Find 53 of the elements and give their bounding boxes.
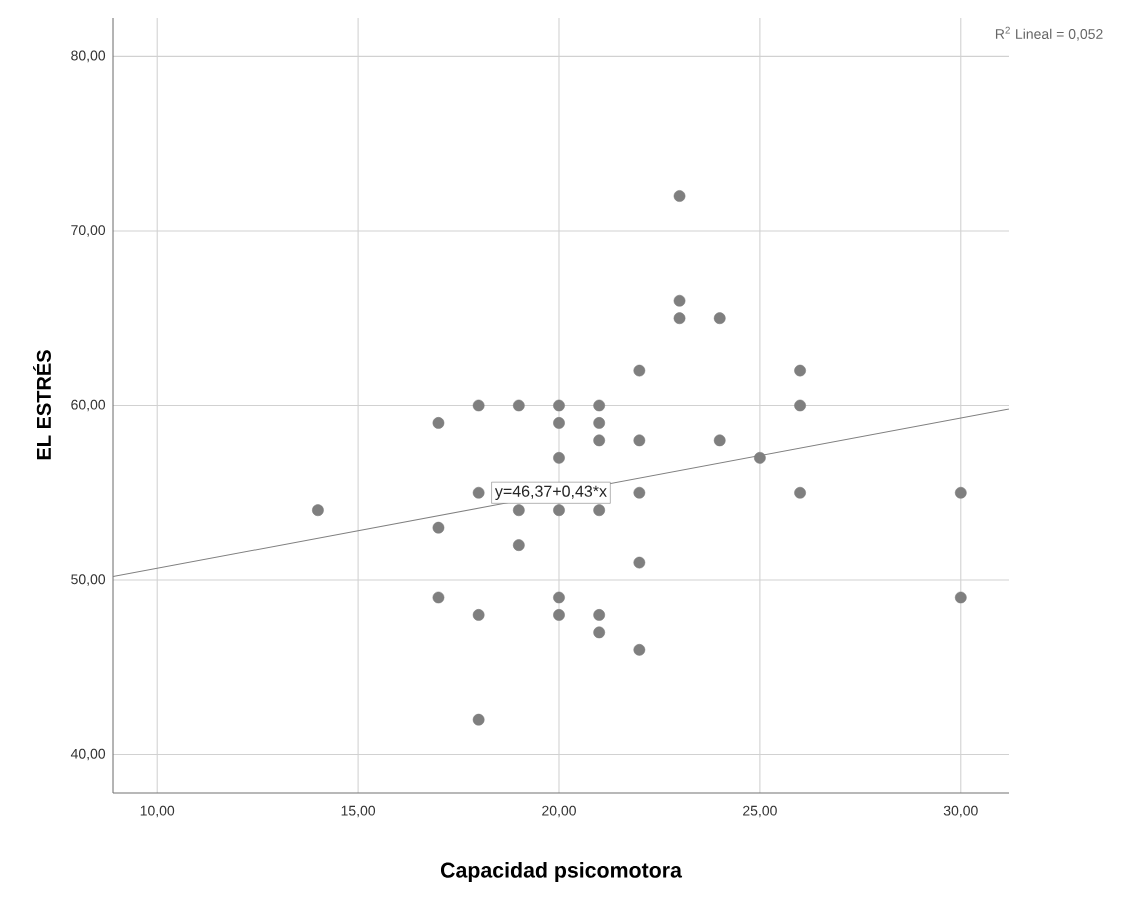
point	[432, 417, 445, 429]
point	[312, 504, 324, 517]
x-tick-label: 15,00	[341, 805, 376, 818]
x-axis-title: Capacidad psicomotora	[440, 862, 683, 882]
y-axis-title: EL ESTRÉS	[33, 350, 51, 460]
point	[512, 504, 525, 517]
point	[553, 504, 565, 517]
point	[593, 417, 606, 429]
point	[633, 434, 646, 447]
point	[432, 591, 445, 604]
point	[633, 643, 646, 656]
annotation: R$^{2}$ Lineal = 0,052	[995, 26, 1103, 41]
point	[472, 486, 485, 499]
point	[553, 609, 565, 621]
point	[472, 609, 485, 621]
point	[633, 486, 646, 499]
x-tick-label: 20,00	[542, 805, 576, 818]
point	[673, 294, 686, 307]
point	[553, 417, 565, 429]
y-tick-label: 60,00	[71, 399, 106, 412]
point	[512, 399, 525, 412]
x-tick-label: 10,00	[140, 805, 175, 818]
point	[954, 591, 967, 604]
y-tick-label: 70,00	[71, 225, 106, 237]
point	[673, 312, 686, 325]
point	[553, 399, 565, 412]
point	[472, 713, 485, 726]
point	[633, 364, 646, 377]
point	[954, 486, 967, 499]
y-tick-label: 50,00	[71, 574, 106, 586]
point	[794, 399, 806, 412]
point	[673, 190, 686, 202]
point	[432, 521, 445, 534]
point	[754, 451, 766, 464]
point	[794, 486, 806, 499]
annotation: y=46,37+0,43*x	[494, 485, 607, 501]
point	[512, 539, 525, 551]
point	[593, 626, 606, 639]
y-tick-label: 40,00	[70, 748, 106, 761]
point	[593, 609, 606, 621]
point	[713, 434, 726, 447]
x-tick-label: 30,00	[943, 805, 978, 818]
point	[794, 364, 806, 377]
point	[472, 399, 485, 412]
point	[553, 591, 565, 604]
point	[593, 434, 606, 447]
y-tick-label: 80,00	[71, 50, 106, 63]
point	[553, 451, 565, 464]
point	[593, 399, 606, 412]
point	[713, 312, 726, 325]
point	[633, 556, 646, 569]
x-tick-label: 25,00	[743, 805, 777, 818]
point	[593, 504, 606, 517]
